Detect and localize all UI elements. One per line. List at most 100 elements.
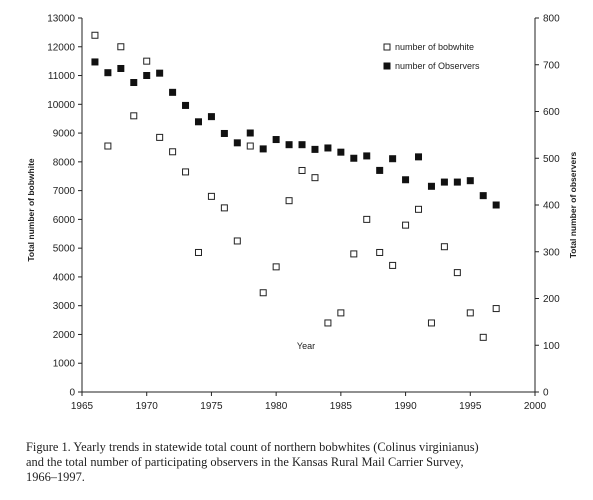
observers-point xyxy=(285,141,293,149)
observers-point xyxy=(182,101,190,109)
x-tick-label: 1965 xyxy=(71,401,94,412)
bobwhite-point xyxy=(492,305,500,313)
bobwhite-point xyxy=(427,319,435,327)
bobwhite-point xyxy=(298,166,306,174)
x-axis: 1965 1970 1975 1980 1985 1990 1995 2000 xyxy=(71,392,547,412)
y-left-tick-label: 4000 xyxy=(53,272,76,283)
bobwhite-point xyxy=(350,250,358,258)
caption-line-2: and the total number of participating ob… xyxy=(26,455,464,469)
figure-caption: Figure 1. Yearly trends in statewide tot… xyxy=(26,440,586,485)
observers-point xyxy=(91,58,99,66)
y-left-tick-label: 10000 xyxy=(47,100,75,111)
y-right-tick-label: 600 xyxy=(543,107,560,118)
observers-point xyxy=(440,178,448,186)
y-right-tick-label: 100 xyxy=(543,341,560,352)
legend-marker-observers xyxy=(383,62,391,70)
y-right-tick-label: 0 xyxy=(543,388,549,399)
observers-point xyxy=(220,129,228,137)
bobwhite-point xyxy=(466,309,474,317)
right-y-axis: 0 100 200 300 400 500 600 700 800 xyxy=(535,14,560,399)
y-left-tick-label: 1000 xyxy=(53,359,76,370)
y-right-tick-label: 200 xyxy=(543,294,560,305)
y-left-tick-label: 8000 xyxy=(53,157,76,168)
observers-point xyxy=(350,154,358,162)
y-right-tick-label: 700 xyxy=(543,60,560,71)
legend-marker-bobwhite xyxy=(383,43,391,51)
bobwhite-point xyxy=(324,319,332,327)
y-left-tick-label: 0 xyxy=(69,388,75,399)
legend-label-observers: number of Observers xyxy=(395,61,480,71)
x-axis-label: Year xyxy=(297,341,315,351)
x-tick-label: 2000 xyxy=(524,401,547,412)
bobwhite-point xyxy=(479,333,487,341)
y-right-tick-label: 300 xyxy=(543,247,560,258)
bobwhite-point xyxy=(233,237,241,245)
bobwhite-point xyxy=(389,261,397,269)
observers-point xyxy=(272,136,280,144)
bobwhite-point xyxy=(337,309,345,317)
bobwhite-point xyxy=(117,43,125,51)
observers-point xyxy=(246,129,254,137)
bobwhite-point xyxy=(130,112,138,120)
legend-label-bobwhite: number of bobwhite xyxy=(395,42,474,52)
bobwhite-point xyxy=(415,205,423,213)
observers-point xyxy=(415,153,423,161)
y-left-tick-label: 6000 xyxy=(53,215,76,226)
observers-point xyxy=(259,145,267,153)
y-right-tick-label: 500 xyxy=(543,154,560,165)
bobwhite-point xyxy=(311,174,319,182)
caption-line-3: 1966–1997. xyxy=(26,470,85,484)
bobwhite-point xyxy=(220,204,228,212)
observers-point xyxy=(169,88,177,96)
observers-point xyxy=(298,141,306,149)
x-tick-label: 1990 xyxy=(394,401,417,412)
bobwhite-point xyxy=(453,269,461,277)
y-left-tick-label: 5000 xyxy=(53,244,76,255)
bobwhite-point xyxy=(246,142,254,150)
chart: 1965 1970 1975 1980 1985 1990 1995 2000 0100020… xyxy=(26,14,578,413)
x-tick-label: 1985 xyxy=(330,401,353,412)
y-left-tick-label: 3000 xyxy=(53,301,76,312)
observers-point xyxy=(233,139,241,147)
bobwhite-point xyxy=(169,148,177,156)
observers-point xyxy=(130,79,138,87)
bobwhite-point xyxy=(143,57,151,65)
bobwhite-point xyxy=(91,31,99,39)
observers-point xyxy=(207,113,215,121)
x-tick-label: 1995 xyxy=(459,401,482,412)
y-left-tick-label: 13000 xyxy=(47,14,75,25)
series-observers xyxy=(91,58,500,209)
y-left-tick-label: 2000 xyxy=(53,330,76,341)
observers-point xyxy=(156,69,164,77)
y-right-tick-label: 400 xyxy=(543,201,560,212)
right-axis-label: Total number of observers xyxy=(568,151,578,258)
observers-point xyxy=(466,177,474,185)
observers-point xyxy=(479,192,487,200)
y-right-tick-label: 800 xyxy=(543,14,560,25)
observers-point xyxy=(427,182,435,190)
left-y-axis: 0 1000 2000 3000 4000 5000 6000 7000 8000 9000 100… xyxy=(47,14,82,399)
observers-point xyxy=(337,148,345,156)
bobwhite-point xyxy=(440,243,448,251)
observers-point xyxy=(143,72,151,80)
bobwhite-point xyxy=(156,133,164,141)
observers-point xyxy=(324,144,332,152)
bobwhite-point xyxy=(272,263,280,271)
observers-point xyxy=(117,64,125,72)
y-left-tick-label: 11000 xyxy=(48,71,76,82)
observers-point xyxy=(402,176,410,184)
bobwhite-point xyxy=(182,168,190,176)
observers-point xyxy=(311,145,319,153)
observers-point xyxy=(363,152,371,160)
observers-point xyxy=(453,178,461,186)
bobwhite-point xyxy=(104,142,112,150)
bobwhite-point xyxy=(285,197,293,205)
bobwhite-point xyxy=(376,248,384,256)
observers-point xyxy=(104,69,112,77)
y-left-tick-label: 7000 xyxy=(53,186,76,197)
bobwhite-point xyxy=(363,215,371,223)
observers-point xyxy=(194,118,202,126)
y-left-tick-label: 9000 xyxy=(53,129,76,140)
caption-line-1: Figure 1. Yearly trends in statewide tot… xyxy=(26,440,479,454)
observers-point xyxy=(389,155,397,163)
